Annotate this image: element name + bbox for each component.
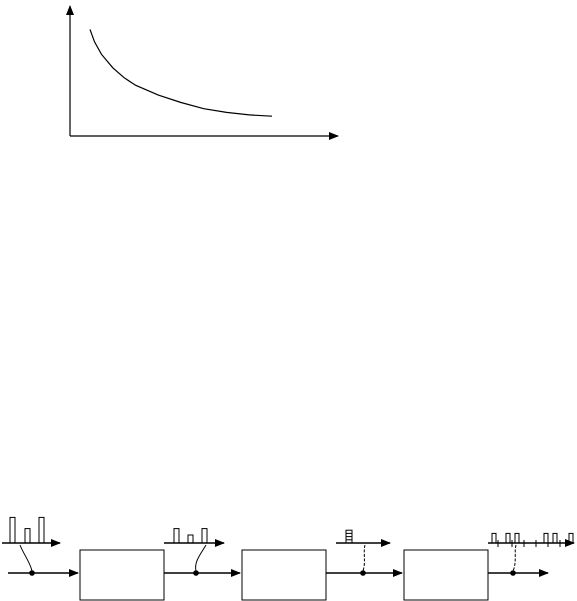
signal-pulse — [24, 528, 31, 544]
tap-point-4 — [510, 570, 516, 576]
tap-point-1 — [29, 570, 35, 576]
decay-curve — [89, 29, 273, 117]
block-1 — [79, 549, 165, 601]
tap-point-3 — [360, 570, 366, 576]
decay-chart — [66, 5, 339, 140]
signal-pulse — [9, 516, 16, 544]
signal-pulse — [505, 532, 511, 544]
signal-pulse — [568, 532, 574, 544]
signal-pulse — [552, 532, 558, 544]
signal-pulse — [543, 532, 549, 544]
signal-pulses — [9, 516, 574, 547]
block-3 — [403, 549, 489, 601]
probe-line-2 — [195, 544, 207, 572]
signal-chain-diagram — [2, 516, 575, 601]
probe-line-3 — [362, 544, 366, 572]
tap-point-2 — [193, 570, 199, 576]
signal-pulse — [38, 516, 45, 544]
probe-line-1 — [19, 544, 33, 572]
signal-pulse — [491, 532, 497, 544]
signal-pulse — [173, 528, 180, 544]
signal-pulse — [187, 534, 194, 544]
signal-pulse — [514, 532, 520, 544]
block-2 — [241, 549, 327, 601]
signal-pulse — [201, 528, 208, 544]
probe-line-4 — [512, 544, 517, 572]
